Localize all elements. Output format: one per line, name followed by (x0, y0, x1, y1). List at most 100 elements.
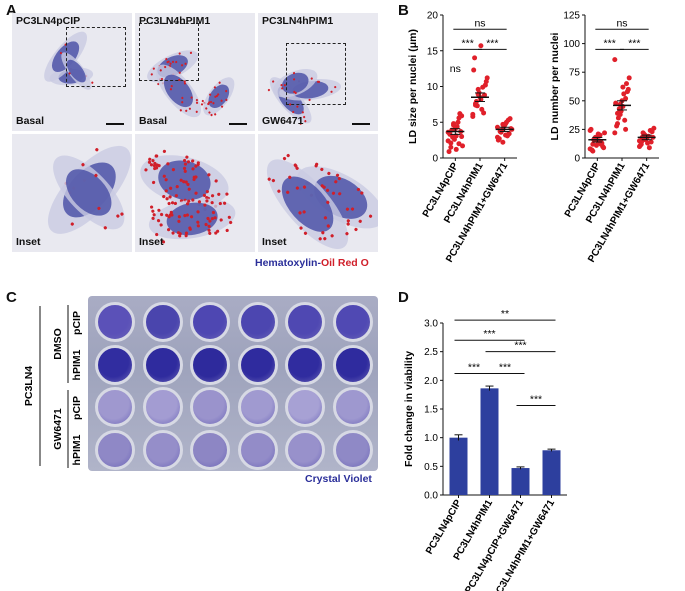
well (95, 429, 135, 470)
data-point (615, 110, 620, 116)
lipid-droplet (160, 77, 164, 81)
micrograph-column-label: PC3LN4pCIP (16, 15, 81, 27)
lipid-droplet (179, 178, 183, 182)
lipid-droplet (184, 231, 189, 235)
lipid-droplet (295, 166, 299, 170)
lipid-droplet (180, 64, 184, 67)
lipid-droplet (303, 231, 308, 235)
micrograph-r2-c2: Inset (135, 134, 255, 252)
lipid-droplet (225, 192, 229, 196)
lipid-droplet (183, 82, 187, 85)
lipid-droplet (97, 206, 101, 210)
lipid-droplet (191, 167, 195, 171)
cell (266, 154, 350, 249)
lipid-droplet (151, 216, 155, 220)
lipid-droplet (144, 168, 148, 172)
lipid-droplet (207, 228, 211, 232)
y-tick-label: 50 (569, 96, 581, 107)
cell (140, 149, 229, 211)
lipid-droplet (203, 203, 207, 207)
lipid-droplet (299, 226, 303, 230)
y-tick-label: 100 (563, 39, 580, 50)
well (332, 429, 373, 470)
crystal-violet-label: Crystal Violet (305, 473, 372, 485)
row-label: pCIP (71, 311, 83, 335)
well (332, 344, 373, 385)
lipid-droplet (288, 175, 292, 179)
y-axis-label: LD size per nuclei (μm) (407, 29, 419, 144)
lipid-droplet (346, 219, 350, 223)
plate-row-labels: pCIP hPIM1 pCIP hPIM1 DMSO GW6471 PC3LN4 (23, 305, 83, 468)
well (142, 344, 183, 385)
lipid-droplet (308, 98, 311, 102)
plate-24well (88, 296, 378, 471)
lipid-droplet (301, 111, 304, 114)
data-point (446, 149, 452, 155)
lipid-droplet (177, 215, 181, 219)
lipid-droplet (212, 102, 215, 105)
lipid-droplet (81, 163, 85, 167)
lipid-droplet (164, 65, 167, 69)
y-tick-label: 20 (427, 11, 439, 22)
lipid-droplet (187, 199, 191, 203)
data-point (613, 100, 619, 106)
lipid-droplet (208, 231, 212, 235)
lipid-droplet (277, 189, 281, 193)
micrograph-cells (44, 31, 94, 90)
lipid-droplet (315, 162, 319, 166)
lipid-droplet (200, 103, 204, 106)
lipid-droplet (187, 187, 191, 191)
row-label: hPIM1 (71, 434, 83, 465)
y-tick-label: 1.5 (424, 405, 438, 416)
lipid-droplet (225, 98, 228, 102)
lipid-droplet (211, 210, 216, 215)
lipid-droplet (185, 109, 188, 112)
data-point (623, 126, 629, 132)
lipid-droplet (185, 202, 190, 206)
lipid-droplet (356, 187, 361, 192)
data-point (455, 119, 461, 125)
lipid-droplet (169, 62, 172, 65)
lipid-droplet (168, 195, 172, 199)
significance-label: *** (530, 394, 542, 406)
micrograph-cells (147, 50, 235, 118)
stain-legend: Hematoxylin-Oil Red O (255, 257, 369, 269)
lipid-droplet (151, 159, 155, 163)
lipid-droplet (151, 209, 155, 213)
well (285, 302, 325, 342)
lipid-droplet (271, 178, 275, 183)
lipid-droplet (157, 164, 161, 168)
data-point (626, 75, 632, 81)
data-point (503, 121, 509, 127)
lipid-droplet (298, 211, 302, 215)
lipid-droplet (167, 215, 171, 219)
micrograph-cells (267, 68, 342, 125)
lipid-droplet (167, 201, 171, 206)
lipid-droplet (331, 191, 336, 195)
lipid-droplet (345, 232, 349, 236)
lipid-droplet (162, 194, 166, 199)
lipid-droplet (68, 72, 71, 75)
lipid-droplet (220, 105, 224, 108)
data-point (623, 96, 629, 102)
bar (511, 468, 530, 495)
data-point (494, 124, 500, 130)
lipid-droplet (181, 96, 184, 100)
lipid-droplet (302, 185, 307, 189)
lipid-droplet (150, 73, 153, 76)
lipid-droplet (207, 102, 210, 106)
data-point (453, 146, 459, 152)
y-tick-label: 25 (569, 125, 581, 136)
data-point (482, 82, 488, 88)
lipid-droplet (159, 69, 162, 72)
lipid-droplet (166, 228, 171, 232)
well (285, 429, 325, 470)
lipid-droplet (183, 214, 187, 218)
lipid-droplet (192, 177, 196, 182)
data-point (473, 101, 478, 107)
lipid-droplet (267, 177, 271, 181)
lipid-droplet (281, 87, 284, 90)
lipid-droplet (188, 107, 191, 110)
lipid-droplet (286, 154, 290, 158)
inset-region-box (139, 23, 199, 81)
